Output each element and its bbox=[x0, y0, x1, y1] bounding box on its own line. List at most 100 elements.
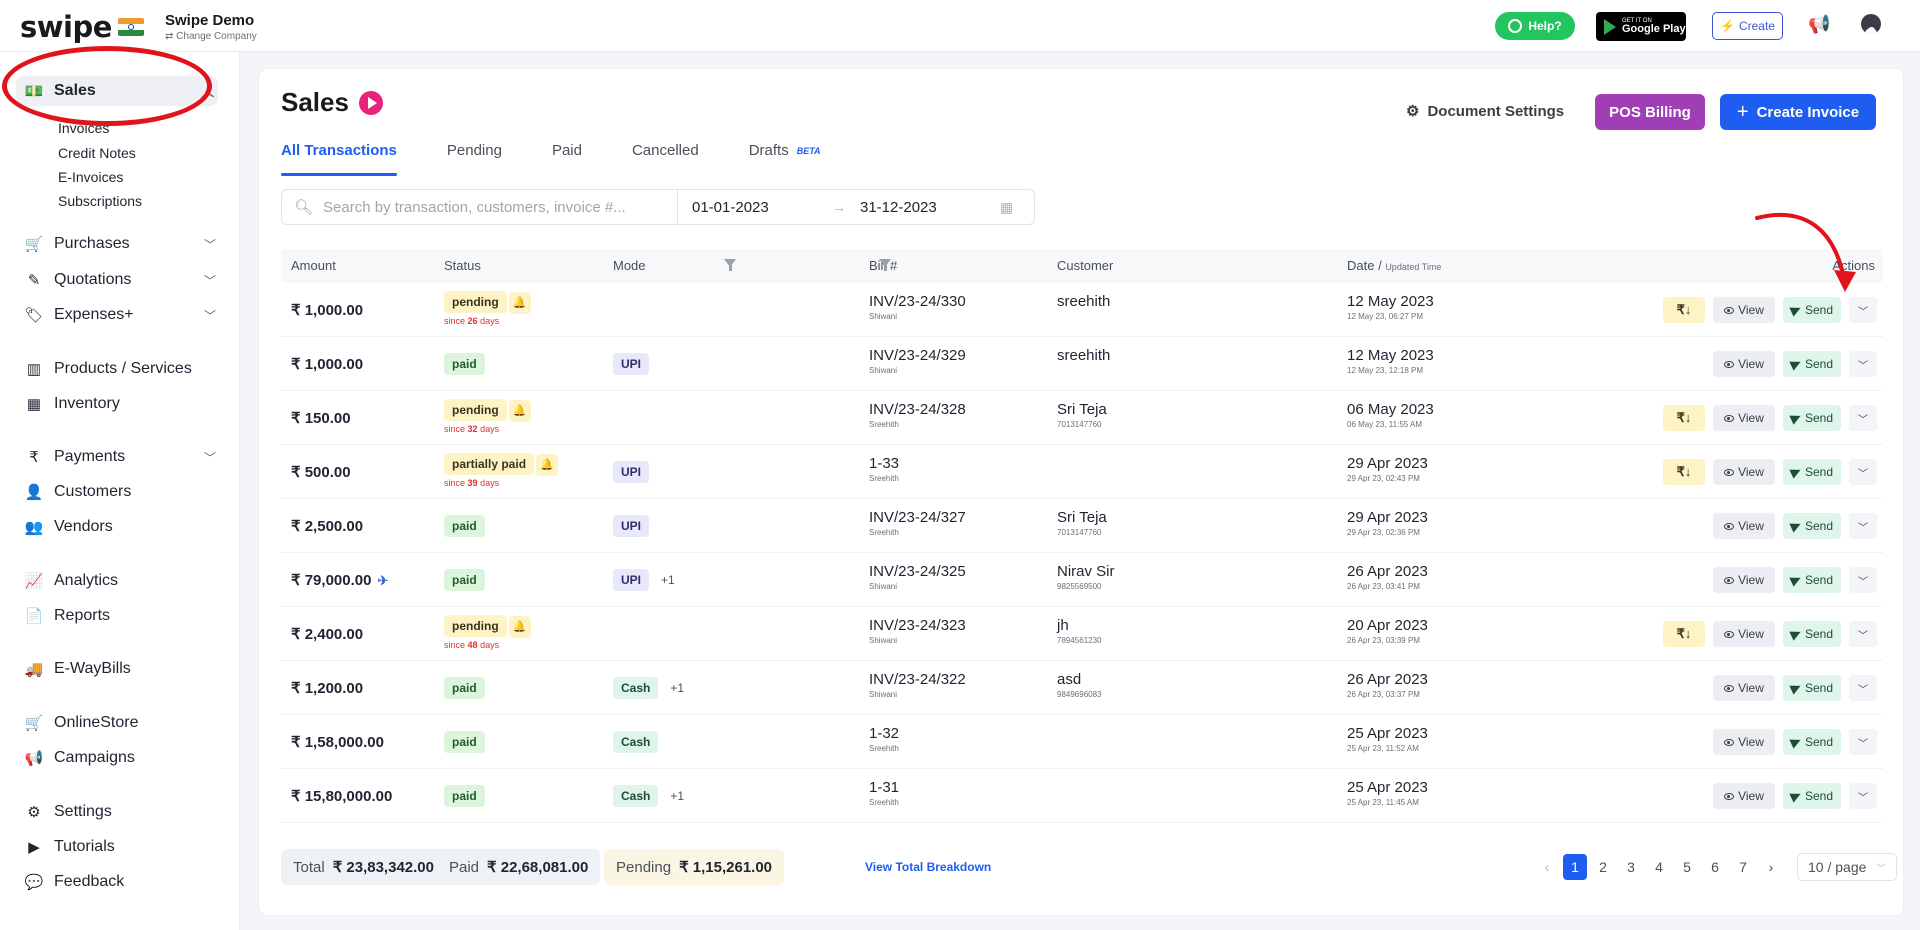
sidebar-item-analytics[interactable]: 📈 Analytics bbox=[24, 566, 220, 596]
sidebar-item-ewaybills[interactable]: 🚚 E-WayBills bbox=[24, 654, 220, 684]
sidebar-sub-e-invoices[interactable]: E-Invoices bbox=[58, 169, 124, 185]
send-button[interactable]: Send bbox=[1783, 405, 1841, 431]
sidebar-item-vendors[interactable]: 👥 Vendors bbox=[24, 512, 220, 542]
company-switcher[interactable]: Swipe Demo ⇄ Change Company bbox=[165, 12, 257, 42]
page-3[interactable]: 3 bbox=[1627, 859, 1635, 875]
sidebar-item-payments[interactable]: ₹ Payments ﹀ bbox=[24, 442, 220, 472]
table-row[interactable]: ₹ 15,80,000.00 paid Cash +1 1-31 Sreehith … bbox=[281, 769, 1883, 823]
sidebar-item-tutorials[interactable]: ▶ Tutorials bbox=[24, 832, 220, 862]
tab-paid[interactable]: Paid bbox=[551, 142, 582, 159]
bell-reminder-icon[interactable]: 🔔 bbox=[536, 453, 559, 476]
sidebar-item-customers[interactable]: 👤 Customers bbox=[24, 477, 220, 507]
chevron-down-icon[interactable]: ﹀ bbox=[1849, 783, 1877, 809]
view-total-breakdown-link[interactable]: View Total Breakdown bbox=[865, 860, 992, 874]
sidebar-item-onlinestore[interactable]: 🛒 OnlineStore bbox=[24, 708, 220, 738]
google-play-badge[interactable]: GET IT ON Google Play bbox=[1596, 12, 1686, 41]
sidebar-item-reports[interactable]: 📄 Reports bbox=[24, 601, 220, 631]
customer-name[interactable]: jh bbox=[1057, 617, 1069, 634]
bill-number[interactable]: 1-33 bbox=[869, 455, 900, 472]
filter-icon[interactable] bbox=[879, 259, 891, 271]
customer-name[interactable]: sreehith bbox=[1057, 293, 1111, 310]
chevron-down-icon[interactable]: ﹀ bbox=[1849, 675, 1877, 701]
chevron-down-icon[interactable]: ﹀ bbox=[1849, 405, 1877, 431]
create-invoice-button[interactable]: + Create Invoice bbox=[1720, 94, 1876, 130]
customer-name[interactable]: Sri Teja bbox=[1057, 401, 1107, 418]
prev-page-icon[interactable]: ‹ bbox=[1544, 859, 1550, 875]
col-date[interactable]: Date / Updated Time bbox=[1347, 258, 1441, 273]
chevron-down-icon[interactable]: ﹀ bbox=[1849, 297, 1877, 323]
table-row[interactable]: ₹ 1,200.00 paid Cash +1 INV/23-24/322 Shiw… bbox=[281, 661, 1883, 715]
page-2[interactable]: 2 bbox=[1599, 859, 1607, 875]
calendar-icon[interactable]: ▦ bbox=[1000, 198, 1014, 215]
customer-name[interactable]: sreehith bbox=[1057, 347, 1111, 364]
bill-number[interactable]: INV/23-24/330 bbox=[869, 293, 966, 310]
tab-drafts[interactable]: Drafts BETA bbox=[749, 142, 821, 176]
bill-number[interactable]: INV/23-24/329 bbox=[869, 347, 966, 364]
bill-number[interactable]: INV/23-24/323 bbox=[869, 617, 966, 634]
customer-name[interactable]: Nirav Sir bbox=[1057, 563, 1115, 580]
record-payment-button[interactable]: ₹↓ bbox=[1663, 459, 1705, 485]
bill-number[interactable]: 1-31 bbox=[869, 779, 900, 796]
bill-number[interactable]: 1-32 bbox=[869, 725, 900, 742]
record-payment-button[interactable]: ₹↓ bbox=[1663, 621, 1705, 647]
send-button[interactable]: Send bbox=[1783, 351, 1841, 377]
chevron-down-icon[interactable]: ﹀ bbox=[1849, 513, 1877, 539]
account-icon[interactable] bbox=[1861, 14, 1881, 34]
send-button[interactable]: Send bbox=[1783, 621, 1841, 647]
view-button[interactable]: View bbox=[1713, 405, 1775, 431]
table-row[interactable]: ₹ 1,000.00 paid UPI INV/23-24/329 Shiwani… bbox=[281, 337, 1883, 391]
record-payment-button[interactable]: ₹↓ bbox=[1663, 405, 1705, 431]
view-button[interactable]: View bbox=[1713, 729, 1775, 755]
bill-number[interactable]: INV/23-24/322 bbox=[869, 671, 966, 688]
sidebar-item-sales[interactable]: 💵 Sales ︿ bbox=[16, 76, 218, 106]
table-row[interactable]: ₹ 1,58,000.00 paid Cash 1-32 Sreehith 25 … bbox=[281, 715, 1883, 769]
bell-reminder-icon[interactable]: 🔔 bbox=[508, 615, 531, 638]
table-row[interactable]: ₹ 79,000.00 ✈ paid UPI +1 INV/23-24/325 Shi… bbox=[281, 553, 1883, 607]
page-7[interactable]: 7 bbox=[1739, 859, 1747, 875]
view-button[interactable]: View bbox=[1713, 297, 1775, 323]
table-row[interactable]: ₹ 500.00 partially paid 🔔 since 39 days UP… bbox=[281, 445, 1883, 499]
page-size-select[interactable]: 10 / page ﹀ bbox=[1797, 853, 1897, 881]
send-button[interactable]: Send bbox=[1783, 513, 1841, 539]
col-mode[interactable]: Mode bbox=[613, 258, 646, 273]
send-button[interactable]: Send bbox=[1783, 729, 1841, 755]
view-button[interactable]: View bbox=[1713, 621, 1775, 647]
extra-modes-count[interactable]: +1 bbox=[661, 573, 675, 587]
sidebar-item-purchases[interactable]: 🛒 Purchases ﹀ bbox=[24, 229, 220, 259]
send-button[interactable]: Send bbox=[1783, 459, 1841, 485]
pos-billing-button[interactable]: POS Billing bbox=[1595, 94, 1705, 130]
extra-modes-count[interactable]: +1 bbox=[670, 681, 685, 695]
date-from-input[interactable]: 01-01-2023 bbox=[692, 198, 769, 216]
help-button[interactable]: Help? bbox=[1495, 12, 1575, 40]
send-button[interactable]: Send bbox=[1783, 567, 1841, 593]
customer-name[interactable]: Sri Teja bbox=[1057, 509, 1107, 526]
bell-reminder-icon[interactable]: 🔔 bbox=[508, 291, 531, 314]
sidebar-sub-credit-notes[interactable]: Credit Notes bbox=[58, 145, 136, 161]
bill-number[interactable]: INV/23-24/327 bbox=[869, 509, 966, 526]
sidebar-item-campaigns[interactable]: 📢 Campaigns bbox=[24, 743, 220, 773]
send-button[interactable]: Send bbox=[1783, 783, 1841, 809]
bill-number[interactable]: INV/23-24/325 bbox=[869, 563, 966, 580]
bell-reminder-icon[interactable]: 🔔 bbox=[508, 399, 531, 422]
table-row[interactable]: ₹ 150.00 pending 🔔 since 32 days INV/23-24… bbox=[281, 391, 1883, 445]
sidebar-item-products[interactable]: ▥ Products / Services bbox=[24, 354, 220, 384]
table-row[interactable]: ₹ 2,500.00 paid UPI INV/23-24/327 Sreehit… bbox=[281, 499, 1883, 553]
chevron-down-icon[interactable]: ﹀ bbox=[1849, 729, 1877, 755]
view-button[interactable]: View bbox=[1713, 783, 1775, 809]
col-customer[interactable]: Customer bbox=[1057, 258, 1114, 273]
view-button[interactable]: View bbox=[1713, 513, 1775, 539]
quick-create-button[interactable]: ⚡ Create bbox=[1712, 12, 1783, 40]
sidebar-item-feedback[interactable]: 💬 Feedback bbox=[24, 867, 220, 897]
chevron-down-icon[interactable]: ﹀ bbox=[1849, 621, 1877, 647]
tab-cancelled[interactable]: Cancelled bbox=[631, 142, 699, 159]
view-button[interactable]: View bbox=[1713, 459, 1775, 485]
page-5[interactable]: 5 bbox=[1683, 859, 1691, 875]
filter-icon[interactable] bbox=[724, 259, 736, 271]
send-button[interactable]: Send bbox=[1783, 297, 1841, 323]
date-to-input[interactable]: 31-12-2023 bbox=[860, 198, 937, 216]
sidebar-item-quotations[interactable]: ✎ Quotations ﹀ bbox=[24, 265, 220, 295]
sidebar-item-inventory[interactable]: ▦ Inventory bbox=[24, 389, 220, 419]
page-1[interactable]: 1 bbox=[1563, 854, 1587, 880]
view-button[interactable]: View bbox=[1713, 351, 1775, 377]
view-button[interactable]: View bbox=[1713, 675, 1775, 701]
